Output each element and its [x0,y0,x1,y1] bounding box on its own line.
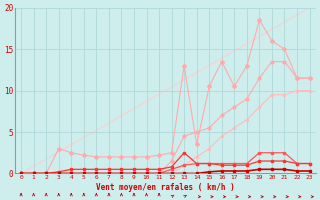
X-axis label: Vent moyen/en rafales ( km/h ): Vent moyen/en rafales ( km/h ) [96,183,235,192]
